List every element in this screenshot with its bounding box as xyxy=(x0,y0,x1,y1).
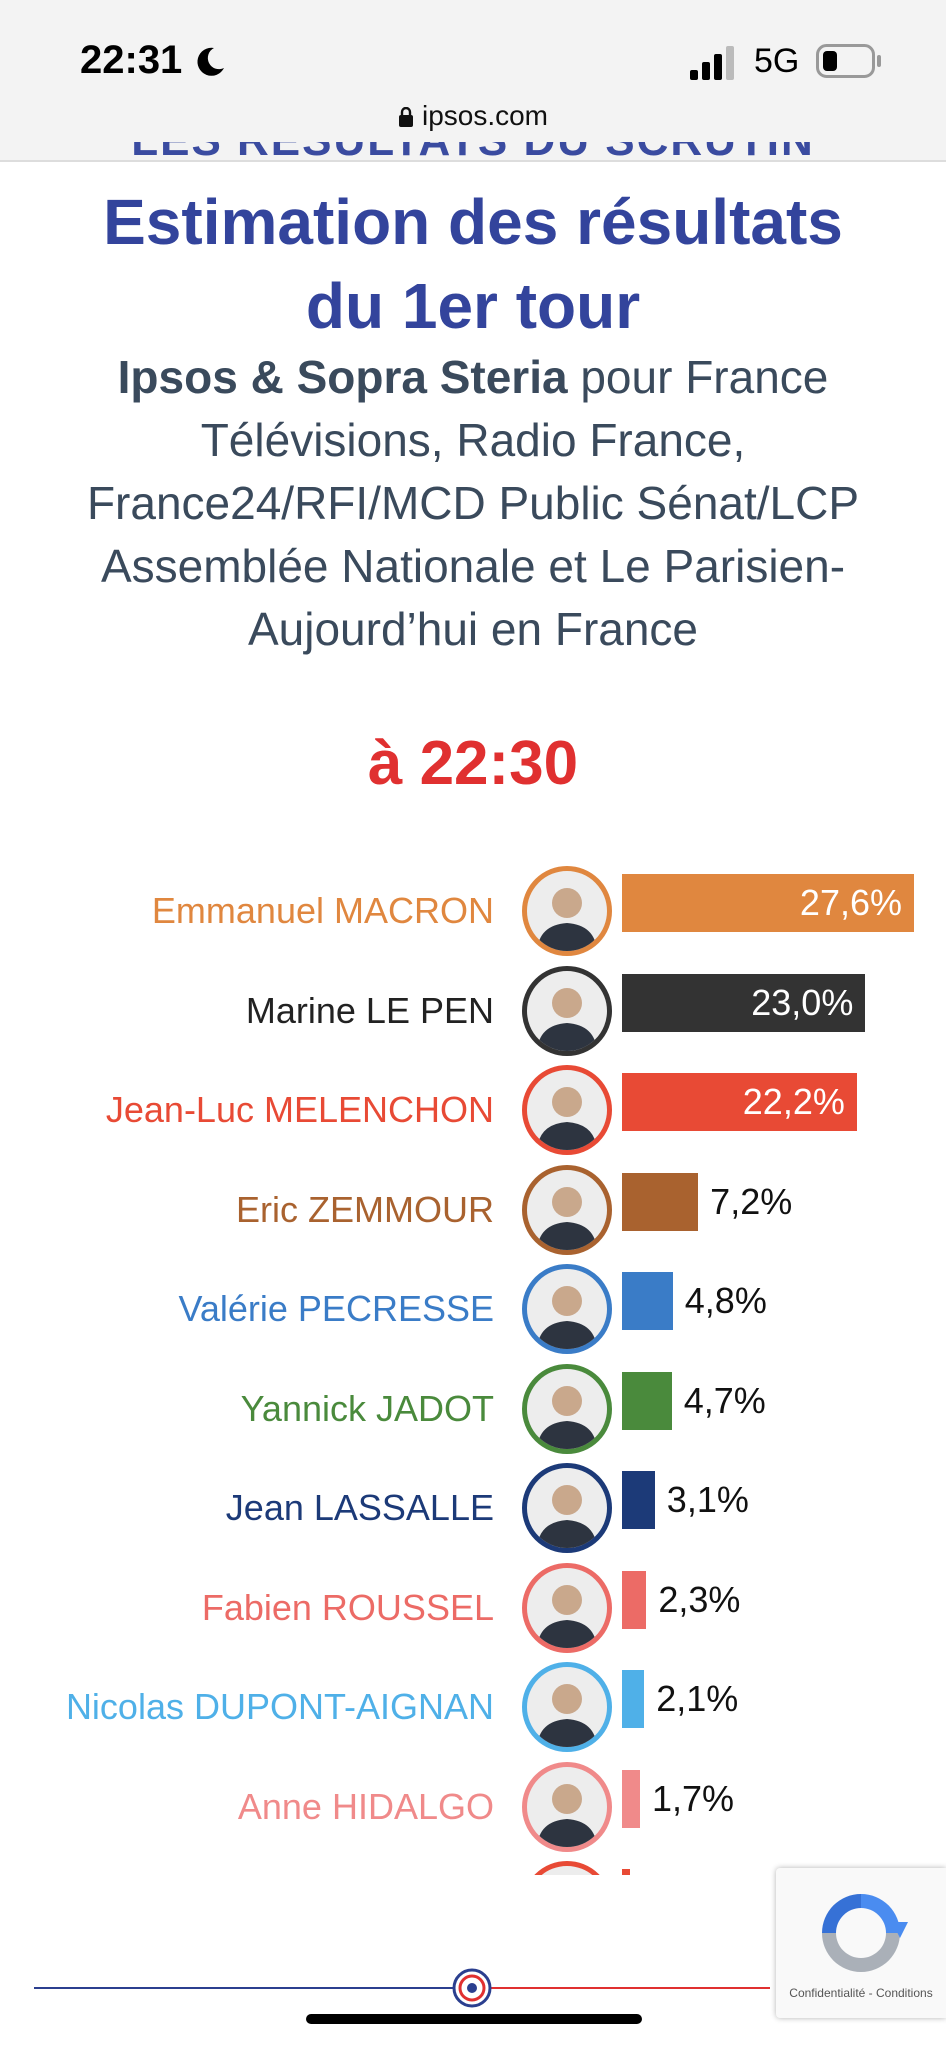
result-bar xyxy=(622,1869,630,1875)
subtitle: Ipsos & Sopra Steria pour France Télévis… xyxy=(50,346,896,661)
candidate-row: Anne HIDALGO 1,7% xyxy=(0,1761,946,1852)
candidate-photo xyxy=(522,1463,612,1553)
result-bar xyxy=(622,973,866,1032)
result-bar xyxy=(622,874,914,932)
title-line-1: Estimation des résultats xyxy=(103,186,843,258)
url-bar[interactable]: ipsos.com xyxy=(0,100,946,132)
candidate-photo xyxy=(522,1761,612,1852)
result-bar xyxy=(622,1769,640,1828)
candidate-photo xyxy=(522,1264,612,1354)
lock-icon xyxy=(398,107,413,127)
subtitle-sponsors: Ipsos & Sopra Steria xyxy=(117,351,568,403)
title-line-2: du 1er tour xyxy=(305,270,641,342)
candidate-row xyxy=(0,1861,946,1875)
url-text: ipsos.com xyxy=(421,100,549,131)
result-bar xyxy=(622,1172,699,1231)
result-bar xyxy=(622,1272,673,1330)
candidate-name: Jean LASSALLE xyxy=(225,1487,494,1528)
result-percent: 2,1% xyxy=(656,1678,739,1719)
candidate-row: Marine LE PEN 23,0% xyxy=(0,965,946,1056)
candidate-name: Valérie PECRESSE xyxy=(178,1288,494,1329)
candidate-row: Yannick JADOT 4,7% xyxy=(0,1363,946,1454)
scroll-cutoff xyxy=(0,1876,946,1884)
page-title: Estimation des résultats du 1er tour xyxy=(40,180,906,348)
time-label: à 22:30 xyxy=(367,729,579,798)
candidate-name: Marine LE PEN xyxy=(245,989,494,1031)
result-bar xyxy=(622,1371,672,1430)
candidate-name: Yannick JADOT xyxy=(240,1387,494,1429)
result-percent: 4,8% xyxy=(684,1280,767,1321)
candidate-row: Eric ZEMMOUR 7,2% xyxy=(0,1164,946,1255)
signal-icon xyxy=(690,46,734,80)
home-indicator xyxy=(306,2014,642,2024)
candidate-photo xyxy=(522,1065,612,1155)
result-percent: 1,7% xyxy=(651,1777,735,1819)
candidate-row: Fabien ROUSSEL 2,3% xyxy=(0,1562,946,1653)
result-percent: 3,1% xyxy=(666,1479,749,1520)
candidate-name: Jean-Luc MELENCHON xyxy=(105,1089,494,1130)
tricolor-line xyxy=(34,1987,770,1989)
result-percent: 7,2% xyxy=(710,1180,793,1222)
result-percent: 22,2% xyxy=(742,1081,845,1122)
network-type: 5G xyxy=(754,42,800,80)
candidate-row: Valérie PECRESSE 4,8% xyxy=(0,1264,946,1354)
target-icon xyxy=(452,1968,492,2008)
candidate-name: Fabien ROUSSEL xyxy=(201,1586,494,1628)
result-bar xyxy=(622,1570,647,1629)
result-percent: 4,7% xyxy=(683,1379,766,1421)
candidate-name: Anne HIDALGO xyxy=(237,1785,494,1827)
candidate-name: Nicolas DUPONT-AIGNAN xyxy=(65,1686,494,1727)
result-percent: 2,3% xyxy=(658,1578,741,1620)
recaptcha-badge[interactable]: Confidentialité - Conditions xyxy=(776,1868,946,2018)
result-bar xyxy=(622,1471,655,1529)
status-time: 22:31 xyxy=(80,38,183,82)
cutoff-heading: LES RÉSULTATS DU SCRUTIN xyxy=(0,142,946,166)
candidate-photo xyxy=(522,1861,612,1875)
moon-icon xyxy=(197,47,224,76)
subtitle-media: pour France Télévisions, Radio France, F… xyxy=(86,351,860,655)
candidate-name: Eric ZEMMOUR xyxy=(236,1188,494,1230)
status-bar: 22:31 5G ipsos.com xyxy=(0,0,946,160)
candidate-row: Jean LASSALLE 3,1% xyxy=(0,1463,946,1553)
candidate-row: Jean-Luc MELENCHON 22,2% xyxy=(0,1065,946,1155)
battery-icon xyxy=(816,44,881,78)
result-bar xyxy=(622,1073,857,1131)
candidate-row: Nicolas DUPONT-AIGNAN 2,1% xyxy=(0,1662,946,1752)
recaptcha-icon xyxy=(822,1894,908,1972)
result-bar xyxy=(622,1670,645,1728)
candidate-photo xyxy=(522,1662,612,1752)
recaptcha-links[interactable]: Confidentialité - Conditions xyxy=(789,1986,933,2000)
candidate-photo xyxy=(522,1363,612,1454)
candidate-photo xyxy=(522,866,612,956)
candidate-photo xyxy=(522,1562,612,1653)
result-percent: 27,6% xyxy=(799,882,902,923)
result-percent: 23,0% xyxy=(751,981,854,1023)
candidate-photo xyxy=(522,1164,612,1255)
candidate-name: Emmanuel MACRON xyxy=(151,890,494,931)
candidate-row: Emmanuel MACRON 27,6% xyxy=(0,866,946,956)
divider xyxy=(0,160,946,162)
candidate-photo xyxy=(522,965,612,1056)
